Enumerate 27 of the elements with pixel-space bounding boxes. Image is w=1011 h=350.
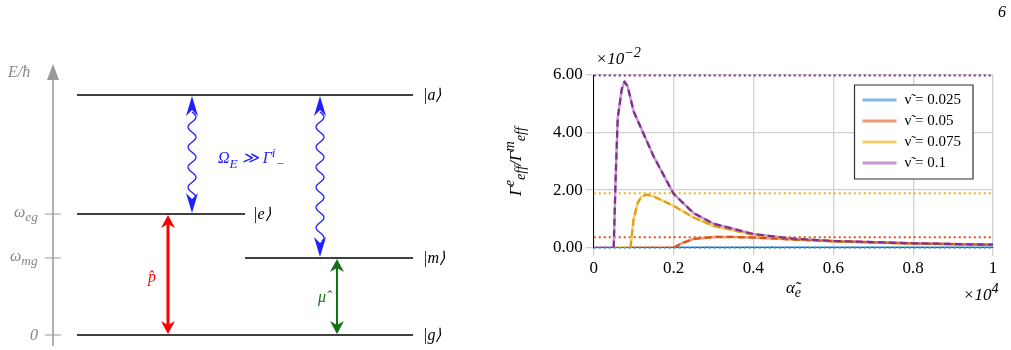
x-tick-label: 0.8 (902, 258, 924, 278)
x-tick-label: 0.2 (662, 258, 685, 278)
y-tick-label: 0.00 (553, 237, 583, 257)
x-tick-label: 0 (589, 258, 598, 278)
y-tick-label: 4.00 (553, 122, 583, 141)
text: |m⟩ (423, 249, 445, 267)
text: E/ħ (8, 63, 31, 81)
text: p̂ (148, 268, 156, 286)
legend-label: ν̃ = 0.075 (904, 132, 962, 149)
x-tick-label: 1 (988, 258, 998, 278)
x-tick-label: 0.4 (742, 258, 765, 278)
text: |e⟩ (253, 205, 271, 223)
legend-label: ν̃ = 0.05 (904, 111, 954, 128)
legend-label: ν̃ = 0.1 (904, 153, 947, 170)
text: ×10$^{4}$ (963, 279, 999, 304)
text: |a⟩ (423, 86, 442, 104)
text: 0 (30, 326, 38, 344)
x-tick-label: 0.6 (822, 258, 844, 278)
x-axis-title: α̃$_{e}$ (785, 277, 802, 301)
text: 6 (998, 3, 1006, 21)
y-tick-label: 2.00 (553, 179, 583, 199)
text: ω$_{mg}$ (10, 246, 38, 270)
text: |g⟩ (423, 326, 442, 344)
text: ×10$^{−2}$ (595, 42, 641, 68)
y-tick-label: 6.00 (553, 64, 583, 84)
text: ω$_{eg}$ (14, 202, 38, 226)
legend-label: ν̃ = 0.025 (904, 90, 962, 107)
